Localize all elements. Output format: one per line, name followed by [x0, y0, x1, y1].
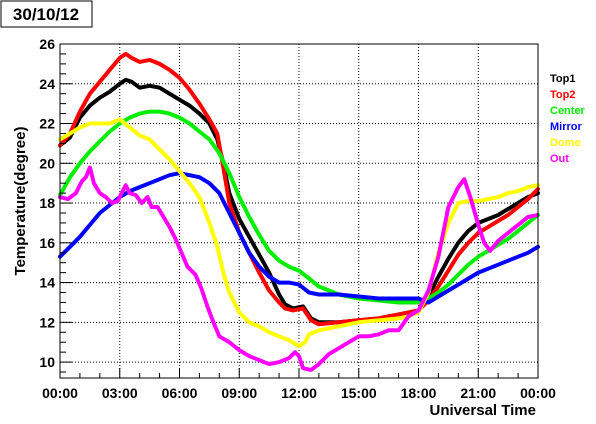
series-line-dome — [58, 117, 540, 349]
x-axis-label: Universal Time — [430, 402, 536, 419]
x-tick-label: 12:00 — [281, 385, 317, 401]
y-tick-label: 22 — [39, 116, 55, 132]
legend-entry-center: Center — [550, 105, 586, 117]
x-tick-label: 03:00 — [102, 385, 138, 401]
y-tick-label: 12 — [39, 314, 55, 330]
y-tick-label: 24 — [39, 76, 55, 92]
x-tick-label: 15:00 — [341, 385, 377, 401]
y-tick-label: 18 — [39, 195, 55, 211]
legend-entry-mirror: Mirror — [550, 121, 583, 133]
date-label-box — [0, 0, 93, 28]
date-label: 30/10/12 — [13, 5, 79, 24]
series-line-out — [58, 165, 540, 372]
series-line-top2 — [58, 51, 540, 327]
legend: Top1 Top2 Center Mirror Dome Out — [550, 73, 586, 165]
x-tick-label: 09:00 — [221, 385, 257, 401]
x-tick-label: 00:00 — [42, 385, 78, 401]
y-tick-label: 20 — [39, 155, 55, 171]
y-tick-label: 14 — [39, 275, 55, 291]
x-tick-label: 00:00 — [520, 385, 556, 401]
axis-ticks: 00:00 03:00 06:00 09:00 12:00 15:00 18:00 21:00… — [39, 36, 556, 401]
legend-entry-dome: Dome — [550, 137, 581, 149]
y-axis-label: Temperature(degree) — [12, 127, 29, 276]
y-tick-label: 16 — [39, 235, 55, 251]
series-lines — [58, 51, 540, 372]
x-tick-label: 21:00 — [460, 385, 496, 401]
grid-lines — [60, 43, 538, 378]
y-tick-label: 26 — [39, 36, 55, 52]
series-line-center — [58, 109, 540, 305]
legend-entry-out: Out — [550, 153, 569, 165]
legend-entry-top2: Top2 — [550, 89, 575, 101]
legend-entry-top1: Top1 — [550, 73, 575, 85]
y-tick-label: 10 — [39, 354, 55, 370]
series-line-top1 — [58, 77, 540, 325]
plot-frame — [59, 43, 539, 379]
x-tick-label: 06:00 — [162, 385, 198, 401]
series-line-mirror — [58, 171, 540, 305]
x-tick-label: 18:00 — [401, 385, 437, 401]
